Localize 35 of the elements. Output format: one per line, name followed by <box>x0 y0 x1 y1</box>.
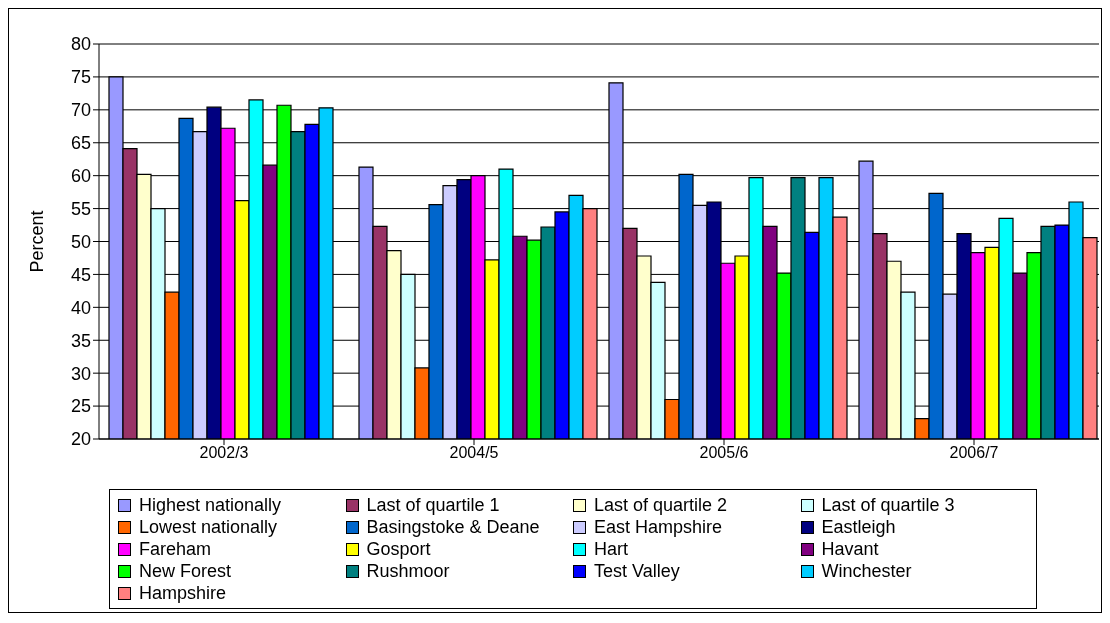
y-tick-label: 30 <box>70 363 91 384</box>
y-tick-label: 25 <box>70 396 91 417</box>
x-tick-label: 2002/3 <box>199 444 249 462</box>
legend-label: Rushmoor <box>366 560 450 582</box>
legend-label: Fareham <box>139 538 212 560</box>
y-axis-title: Percent <box>27 210 48 273</box>
y-tick-label: 45 <box>70 264 91 285</box>
legend-label: Lowest nationally <box>139 516 278 538</box>
legend-label: Hart <box>594 538 629 560</box>
y-tick-label: 75 <box>70 67 91 88</box>
y-tick-label: 60 <box>70 166 91 187</box>
legend-label: East Hampshire <box>594 516 723 538</box>
legend-label: Hampshire <box>139 582 227 604</box>
y-tick-label: 20 <box>70 429 91 450</box>
y-tick-label: 40 <box>70 297 91 318</box>
x-tick-label: 2004/5 <box>449 444 499 462</box>
y-tick-label: 70 <box>70 100 91 121</box>
legend-label: Gosport <box>366 538 431 560</box>
legend-label: Last of quartile 2 <box>594 494 728 516</box>
y-tick-label: 80 <box>70 34 91 55</box>
legend-label: New Forest <box>139 560 232 582</box>
y-tick-label: 55 <box>70 198 91 219</box>
legend-label: Eastleigh <box>821 516 896 538</box>
legend-label: Winchester <box>821 560 912 582</box>
y-tick-label: 50 <box>70 231 91 252</box>
legend-label: Highest nationally <box>139 494 282 516</box>
legend-label: Test Valley <box>594 560 680 582</box>
legend-label: Last of quartile 3 <box>821 494 955 516</box>
legend-label: Havant <box>821 538 879 560</box>
y-tick-label: 35 <box>70 330 91 351</box>
x-tick-label: 2006/7 <box>949 444 999 462</box>
y-tick-label: 65 <box>70 133 91 154</box>
legend-label: Last of quartile 1 <box>366 494 500 516</box>
x-tick-label: 2005/6 <box>699 444 749 462</box>
legend-label: Basingstoke & Deane <box>366 516 540 538</box>
